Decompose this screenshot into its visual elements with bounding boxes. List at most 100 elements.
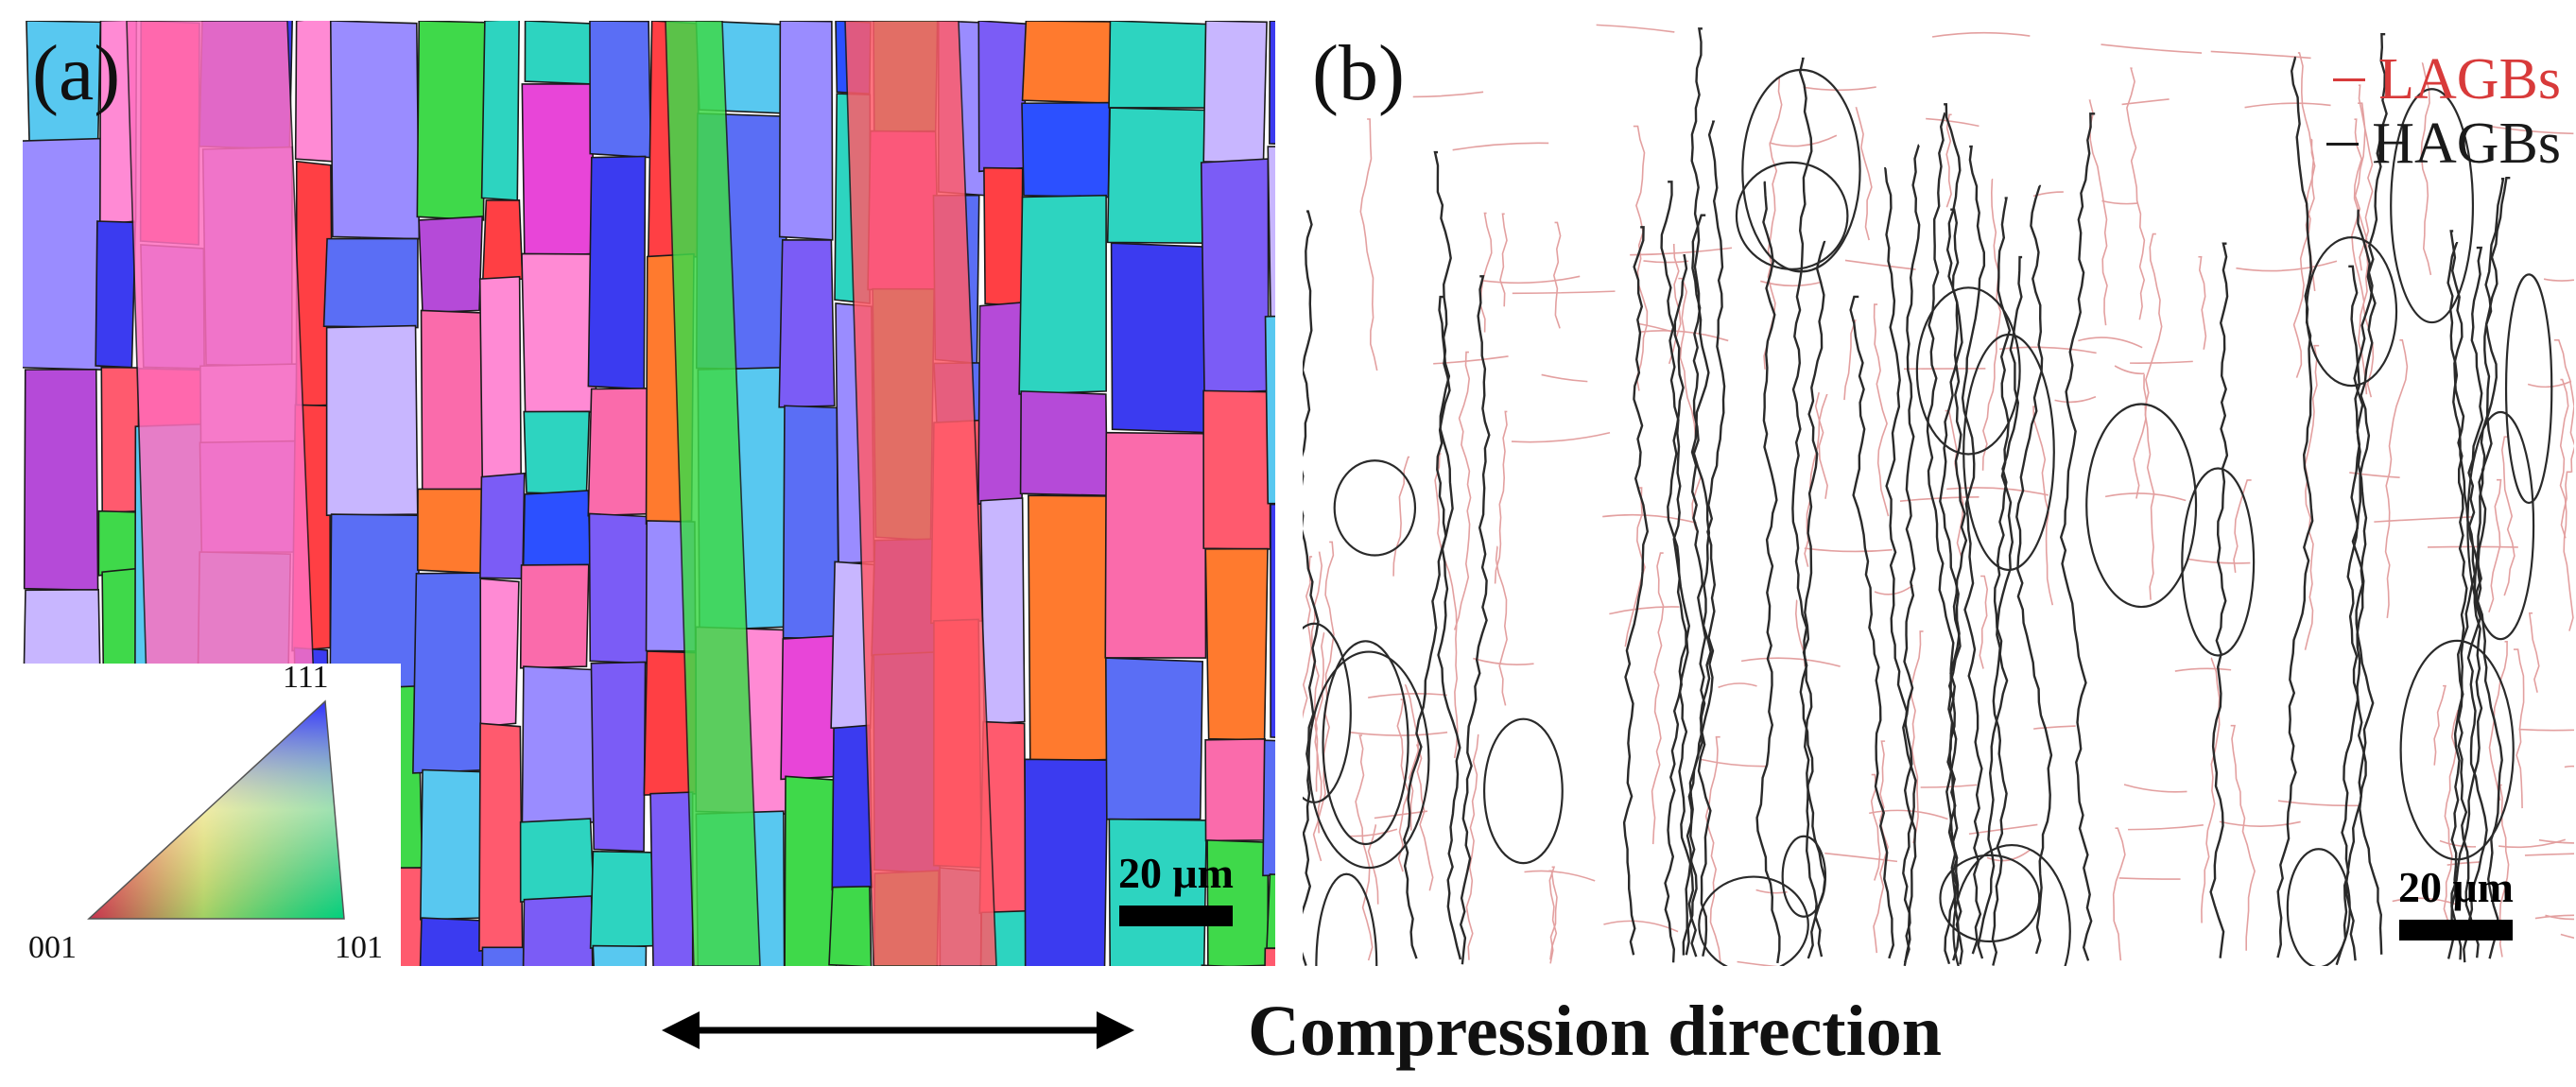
lagb-boundary (1602, 513, 1697, 525)
grain (588, 512, 652, 664)
lagb-boundary (2538, 838, 2574, 844)
grain (1024, 758, 1109, 966)
grain (1204, 547, 1269, 741)
lagb-boundary (2559, 378, 2574, 631)
lagb-boundary (1367, 823, 1379, 905)
lagb-boundary (2210, 50, 2311, 60)
lagb-boundary (1396, 699, 1409, 872)
lagb-boundary (1651, 552, 1665, 845)
hagb-boundary (1977, 255, 2023, 959)
lagb-boundary (1945, 113, 1952, 208)
grain (592, 944, 648, 966)
hagb-grain-loop (1952, 843, 2071, 966)
grain (1018, 194, 1107, 395)
scale-bar-b-text: 20 μm (2398, 863, 2514, 911)
grain (1021, 21, 1114, 105)
grain (590, 661, 647, 853)
grain (519, 563, 590, 669)
grain (1104, 657, 1204, 820)
grain (1262, 739, 1275, 877)
hagb-grain-loop (1939, 854, 2041, 943)
grain (780, 634, 840, 781)
lagb-boundary (1359, 118, 1378, 371)
lagb-boundary (1355, 734, 1374, 961)
ipf-map-panel: (a) 20 μm (23, 21, 1275, 966)
hagb-grain-loop (2286, 848, 2351, 966)
ipf-label-111: 111 (283, 660, 329, 695)
lagb-boundary (1350, 731, 1448, 736)
lagb-boundary (2553, 339, 2574, 473)
grain (478, 722, 524, 952)
legend-item-lagbs: LAGBs (2326, 47, 2561, 112)
grain (481, 946, 525, 966)
lagb-boundary (2130, 360, 2193, 364)
grain (419, 917, 485, 966)
lagb-boundary (1541, 373, 1588, 383)
lagb-boundary (1511, 431, 1611, 443)
lagb-boundary (2524, 853, 2574, 856)
grain (977, 21, 1028, 173)
lagb-boundary (2560, 471, 2571, 539)
hagb-grain-loop (1315, 872, 1378, 966)
lagb-boundary (2033, 725, 2076, 730)
grain-boundary-image (1303, 24, 2574, 966)
grain (522, 490, 592, 569)
lagb-boundary (2233, 479, 2252, 574)
lagb-boundary (1452, 142, 1549, 151)
lagb-boundary (1305, 556, 1323, 862)
grain (1202, 21, 1268, 164)
grain (828, 886, 873, 966)
lagb-boundary (1473, 657, 1534, 665)
lagb-boundary (1843, 319, 1857, 401)
lagb-boundary (2518, 728, 2574, 732)
lagb-boundary (2534, 914, 2574, 920)
lagb-boundary (1596, 24, 1675, 33)
legend-text-hagbs: HAGBs (2372, 112, 2561, 177)
lagb-boundary (2230, 724, 2256, 951)
grain (480, 21, 520, 201)
hagb-grain-loop (2504, 273, 2553, 505)
grain (1028, 494, 1117, 763)
grain (521, 83, 595, 259)
lagb-boundary (1704, 735, 1721, 962)
lagb-boundary (1946, 487, 2049, 496)
grain (1201, 964, 1236, 966)
grain (1104, 431, 1207, 659)
lagb-boundary (1481, 275, 1581, 285)
lagb-boundary (1405, 684, 1420, 831)
lagb-boundary (2527, 380, 2572, 388)
grain (322, 237, 419, 329)
hagb-grain-loop (1741, 68, 1861, 273)
lagb-boundary (1392, 456, 1410, 577)
scale-bar-b-bar (2399, 920, 2513, 940)
scale-bar-a-bar (1119, 906, 1233, 926)
lagb-boundary (1999, 346, 2097, 354)
hagb-grain-loop (1962, 333, 2055, 572)
lagb-boundary (2101, 199, 2137, 205)
lagb-boundary (1769, 134, 1838, 147)
lagb-boundary (2349, 472, 2400, 478)
grain (418, 216, 484, 314)
compression-direction: Compression direction (662, 983, 2552, 1078)
lagb-boundary (2433, 684, 2446, 766)
grain-band (665, 21, 761, 966)
lagb-boundary (1737, 960, 1778, 966)
hagb-boundary (2446, 230, 2468, 959)
lagb-boundary (1524, 870, 1596, 882)
grain (784, 775, 838, 966)
grain (589, 21, 652, 159)
grain (522, 895, 594, 966)
lagb-boundary (1633, 125, 1649, 391)
hagb-boundary (1944, 208, 1968, 965)
hagb-grain-loop (2466, 410, 2535, 641)
legend-line-lagbs (2333, 78, 2366, 81)
hagb-boundary (1459, 275, 1491, 965)
lagb-boundary (1495, 545, 1508, 706)
scale-bar-a: 20 μm (1081, 848, 1271, 926)
hagb-boundary (2446, 242, 2480, 958)
legend-item-hagbs: HAGBs (2326, 112, 2561, 176)
hagb-boundary (2348, 265, 2383, 955)
lagb-boundary (2446, 861, 2481, 866)
lagb-boundary (1639, 330, 1729, 342)
lagb-boundary (2118, 877, 2181, 880)
